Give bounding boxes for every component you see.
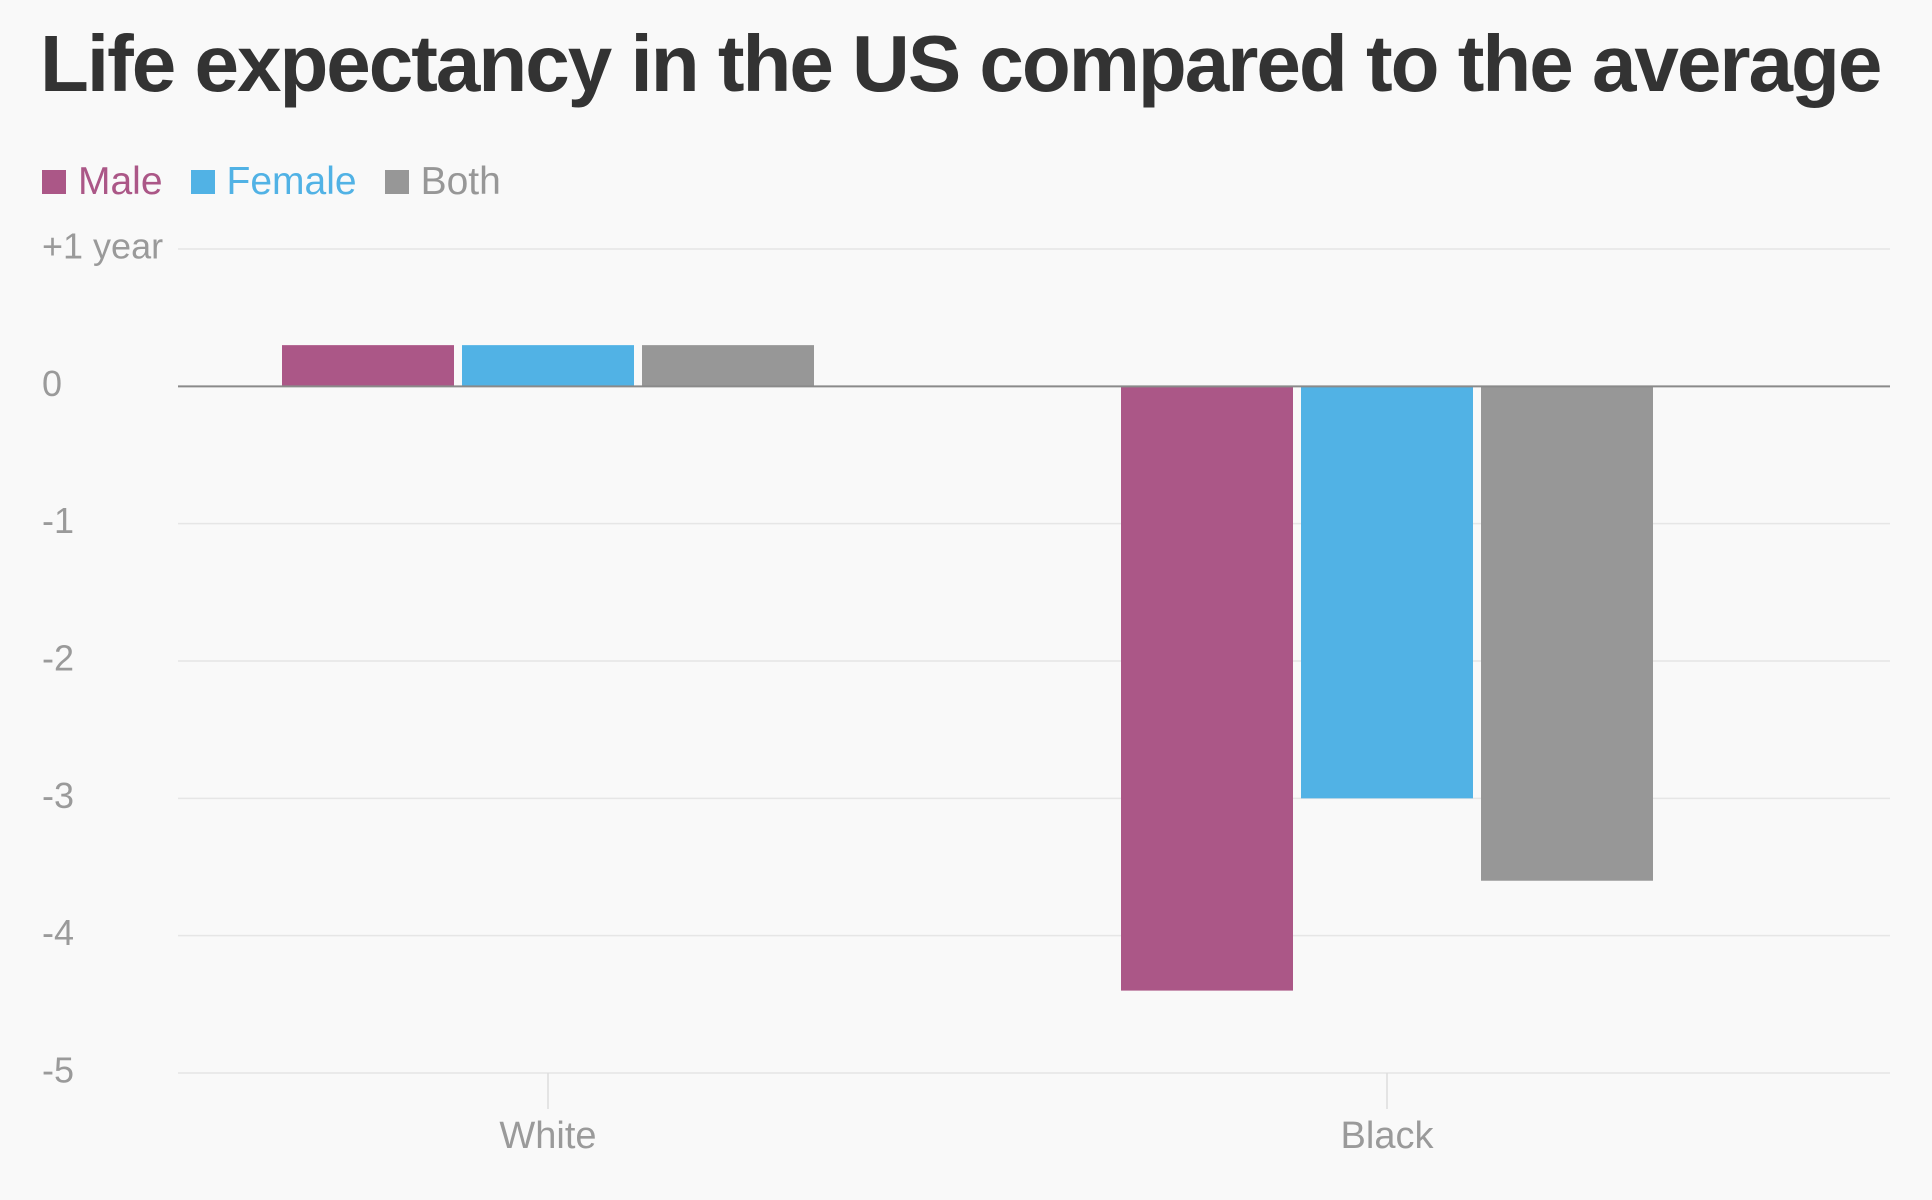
legend-item-both: Both	[384, 160, 501, 204]
x-tick-label-1: Black	[1341, 1115, 1435, 1157]
legend-label-female: Female	[226, 160, 357, 203]
legend-swatch-both	[384, 170, 409, 194]
bar-layer	[282, 345, 1653, 991]
legend: Male Female Both	[42, 160, 501, 204]
y-tick-label-3: -2	[42, 638, 74, 679]
y-tick-label-1: 0	[42, 363, 62, 404]
y-tick-label-6: -5	[42, 1050, 74, 1091]
bar-both-black	[1481, 386, 1653, 881]
bar-both-white	[642, 345, 814, 387]
legend-item-female: Female	[190, 160, 357, 204]
bar-male-white	[282, 345, 454, 387]
y-tick-label-2: -1	[42, 500, 74, 541]
legend-swatch-female	[190, 170, 215, 194]
axis-layer	[178, 385, 1890, 1109]
y-tick-label-0: +1 year	[42, 226, 163, 267]
x-tick-label-0: White	[499, 1115, 596, 1157]
y-tick-label-5: -4	[42, 912, 74, 953]
bar-female-black	[1301, 386, 1473, 799]
legend-item-male: Male	[42, 160, 163, 204]
bar-female-white	[462, 345, 634, 387]
legend-swatch-male	[42, 170, 66, 194]
bar-male-black	[1121, 386, 1293, 991]
legend-label-both: Both	[420, 160, 501, 203]
legend-label-male: Male	[78, 160, 163, 203]
chart-title: Life expectancy in the US compared to th…	[40, 19, 1882, 108]
y-tick-label-4: -3	[42, 775, 74, 816]
label-layer: +1 year 0 -1 -2 -3 -4 -5 White Black	[42, 226, 1434, 1157]
